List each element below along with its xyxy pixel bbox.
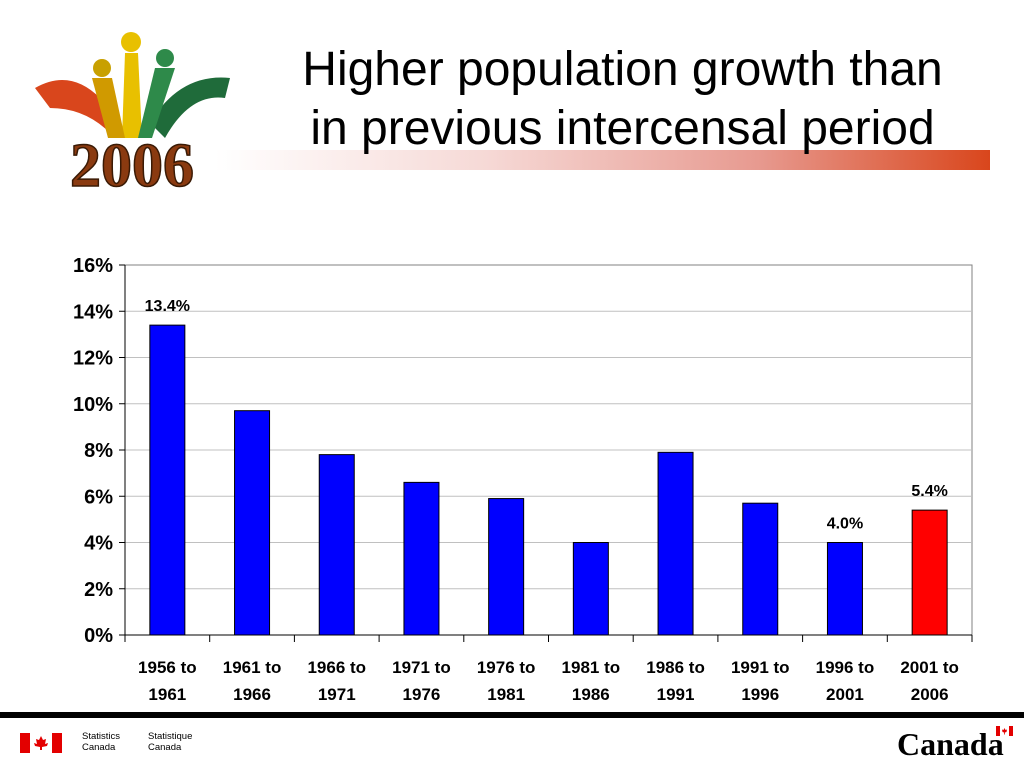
bar [318, 454, 355, 636]
y-tick-label: 8% [84, 440, 113, 462]
x-tick-label: 1971 to [392, 658, 451, 677]
x-tick-label: 2001 to [900, 658, 959, 677]
census-2006-logo: 2006 [35, 32, 230, 193]
footer-rule [0, 712, 1024, 718]
canada-flag-icon [20, 733, 62, 753]
x-tick-label: 1986 to [646, 658, 705, 677]
y-tick-label: 10% [73, 394, 113, 416]
logo-figure-head-right [156, 49, 174, 67]
x-tick-label: 1961 [148, 685, 186, 704]
agency-name-english: Statistics Canada [82, 731, 121, 753]
logo-figure-right [138, 68, 175, 138]
title-line-2: in previous intercensal period [310, 102, 935, 155]
x-tick-label: 1956 to [138, 658, 197, 677]
logo-figure-head-left [93, 59, 111, 77]
x-tick-label: 1976 [403, 685, 441, 704]
y-tick-label: 16% [73, 255, 113, 277]
canada-wordmark-text: Canada [897, 726, 1004, 762]
x-tick-label: 1981 to [562, 658, 621, 677]
logo-figure-head-center [121, 32, 141, 52]
bar [742, 502, 779, 636]
x-tick-label: 1966 [233, 685, 271, 704]
logo-figure-center [122, 53, 142, 138]
logo-year: 2006 [70, 132, 194, 193]
slide-title: Higher population growth than in previou… [230, 40, 1015, 158]
wordmark-flag-icon [996, 726, 1013, 736]
agency-name-french: Statistique Canada [148, 731, 193, 753]
bar [488, 498, 525, 636]
bar-highlighted [911, 509, 948, 636]
y-tick-label: 6% [84, 486, 113, 508]
y-tick-label: 12% [73, 348, 113, 370]
title-line-1: Higher population growth than [302, 43, 943, 96]
x-tick-label: 1996 [741, 685, 779, 704]
bar [403, 481, 440, 636]
data-label: 13.4% [145, 298, 190, 315]
bar [826, 542, 863, 636]
x-tick-label: 1991 [657, 685, 695, 704]
x-tick-label: 2001 [826, 685, 864, 704]
y-tick-label: 4% [84, 533, 113, 555]
y-tick-label: 2% [84, 579, 113, 601]
x-tick-label: 2006 [911, 685, 949, 704]
bar [572, 542, 609, 636]
data-label: 5.4% [911, 483, 947, 500]
bar [657, 451, 694, 636]
x-tick-label: 1981 [487, 685, 525, 704]
bar [234, 410, 271, 636]
logo-swoosh-left [35, 80, 110, 133]
data-label: 4.0% [827, 516, 863, 533]
title-underline-band [215, 150, 990, 170]
x-tick-label: 1996 to [816, 658, 875, 677]
y-tick-label: 14% [73, 301, 113, 323]
x-tick-label: 1966 to [307, 658, 366, 677]
population-growth-chart: 0% 2% 4% 6% 8% 10% 12% 14% 16% 13.4% 1956 to 1961 19… [73, 255, 973, 704]
x-tick-label: 1976 to [477, 658, 536, 677]
y-tick-label: 0% [84, 625, 113, 647]
canada-wordmark: Canada [897, 722, 1015, 760]
x-tick-label: 1961 to [223, 658, 282, 677]
logo-swoosh-right [150, 77, 230, 138]
bar [149, 324, 186, 636]
x-tick-label: 1986 [572, 685, 610, 704]
x-tick-label: 1971 [318, 685, 356, 704]
logo-figure-left [92, 78, 125, 138]
x-tick-label: 1991 to [731, 658, 790, 677]
